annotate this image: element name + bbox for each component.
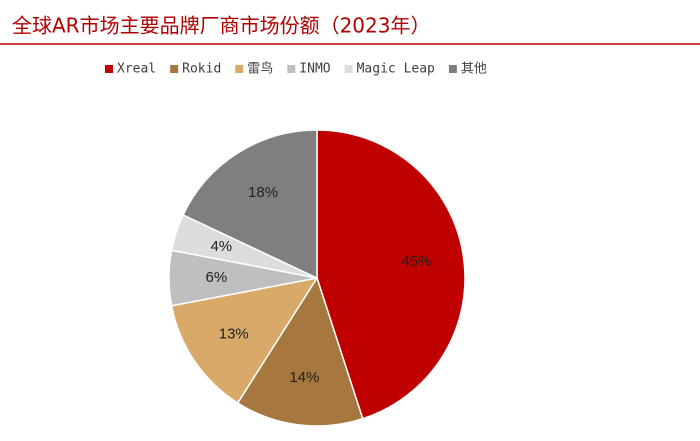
legend-label: 雷鸟 [247, 61, 273, 77]
data-label: 45% [401, 253, 431, 270]
legend-label: Xreal [117, 62, 156, 77]
pie-slice [170, 276, 319, 404]
legend-label: Rokid [182, 62, 221, 77]
legend-swatch [105, 65, 113, 73]
legend-label: INMO [299, 62, 330, 77]
pie-slice [182, 129, 318, 280]
pie-slice [236, 276, 364, 427]
chart-title: 全球AR市场主要品牌厂商市场份额（2023年） [12, 14, 430, 38]
legend-swatch [344, 65, 353, 73]
pie: 45% 14% 13% 6% 4% 18% [168, 129, 466, 427]
legend-swatch [170, 65, 179, 73]
legend-swatch [448, 65, 457, 73]
legend-swatch [287, 65, 296, 73]
pie-slice [316, 129, 466, 420]
legend: Xreal Rokid 雷鸟 INMO Magic Leap 其他 [105, 61, 487, 77]
data-label: 18% [248, 184, 278, 201]
data-label: 6% [206, 269, 228, 286]
legend-label: Magic Leap [357, 62, 435, 77]
legend-swatch [235, 65, 244, 73]
data-label: 13% [219, 326, 249, 343]
data-label: 14% [289, 369, 319, 386]
data-label: 4% [210, 238, 232, 255]
legend-label: 其他 [461, 62, 487, 77]
